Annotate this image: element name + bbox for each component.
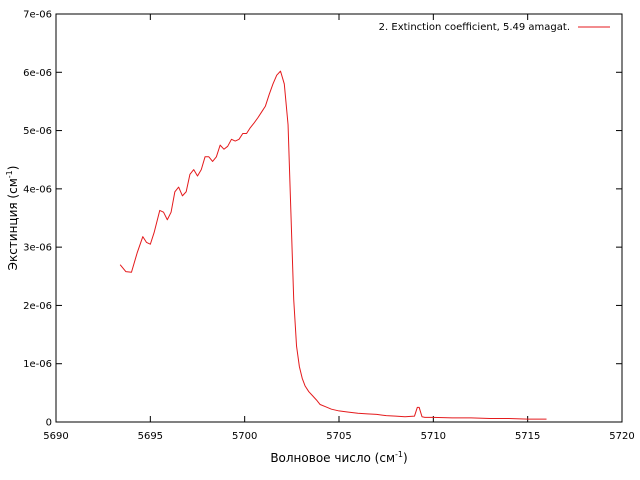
y-tick-label: 2e-06 (23, 301, 52, 312)
x-tick-label: 5700 (232, 431, 257, 442)
x-axis-ticks: 5690 5695 5700 5705 5710 5715 5720 (43, 14, 635, 442)
x-tick-label: 5695 (138, 431, 163, 442)
y-tick-label: 1e-06 (23, 359, 52, 370)
series-layer (119, 70, 547, 420)
plot-frame (55, 13, 623, 423)
y-tick-label: 0 (46, 418, 52, 429)
y-tick-label: 6e-06 (23, 68, 52, 79)
x-axis-label: Волновое число (см-1) (270, 450, 407, 465)
y-tick-label: 3e-06 (23, 243, 52, 254)
x-tick-label: 5710 (421, 431, 446, 442)
y-axis-label: Экстинция (см-1) (5, 166, 20, 271)
y-axis-ticks: 0 1e-06 2e-06 3e-06 4e-06 5e-06 6e-06 7e-06 (23, 10, 622, 429)
x-tick-label: 5705 (326, 431, 351, 442)
y-tick-label: 7e-06 (23, 10, 52, 21)
y-tick-label: 4e-06 (23, 184, 52, 195)
legend-entry-label: 2. Extinction coefficient, 5.49 amagat. (379, 22, 570, 33)
legend: 2. Extinction coefficient, 5.49 amagat. (379, 22, 610, 33)
x-tick-label: 5690 (43, 431, 68, 442)
x-tick-label: 5715 (515, 431, 540, 442)
series-line-0 (119, 70, 547, 420)
y-tick-label: 5e-06 (23, 126, 52, 137)
x-tick-label: 5720 (609, 431, 634, 442)
